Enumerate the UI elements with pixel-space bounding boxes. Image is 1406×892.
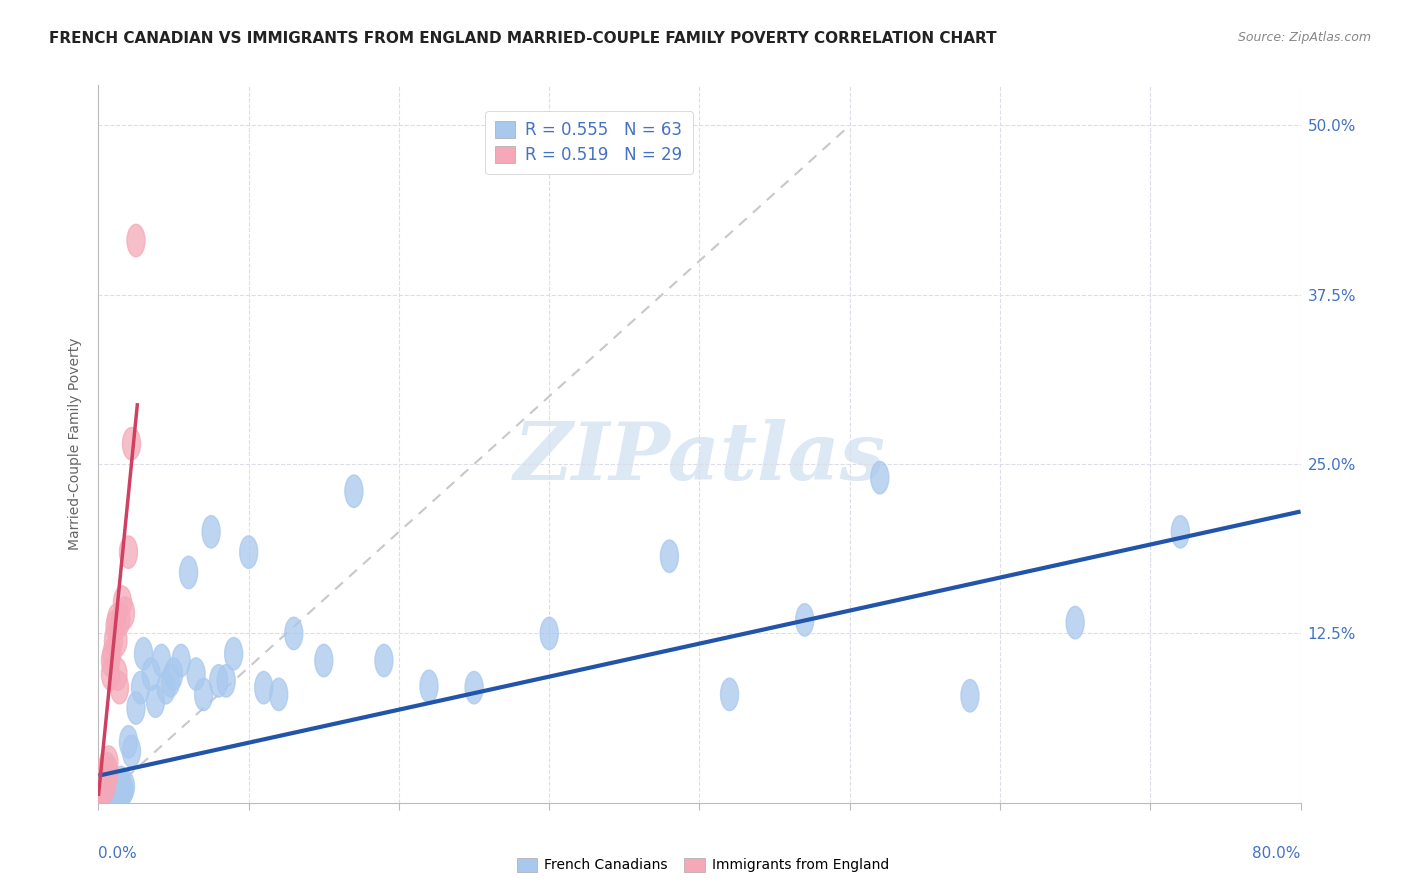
Text: Source: ZipAtlas.com: Source: ZipAtlas.com [1237, 31, 1371, 45]
Legend: French Canadians, Immigrants from England: French Canadians, Immigrants from Englan… [510, 852, 896, 878]
Legend: R = 0.555   N = 63, R = 0.519   N = 29: R = 0.555 N = 63, R = 0.519 N = 29 [485, 111, 693, 174]
Text: 80.0%: 80.0% [1253, 846, 1301, 861]
Text: ZIPatlas: ZIPatlas [513, 419, 886, 497]
Text: 0.0%: 0.0% [98, 846, 138, 861]
Y-axis label: Married-Couple Family Poverty: Married-Couple Family Poverty [69, 337, 83, 550]
Text: FRENCH CANADIAN VS IMMIGRANTS FROM ENGLAND MARRIED-COUPLE FAMILY POVERTY CORRELA: FRENCH CANADIAN VS IMMIGRANTS FROM ENGLA… [49, 31, 997, 46]
